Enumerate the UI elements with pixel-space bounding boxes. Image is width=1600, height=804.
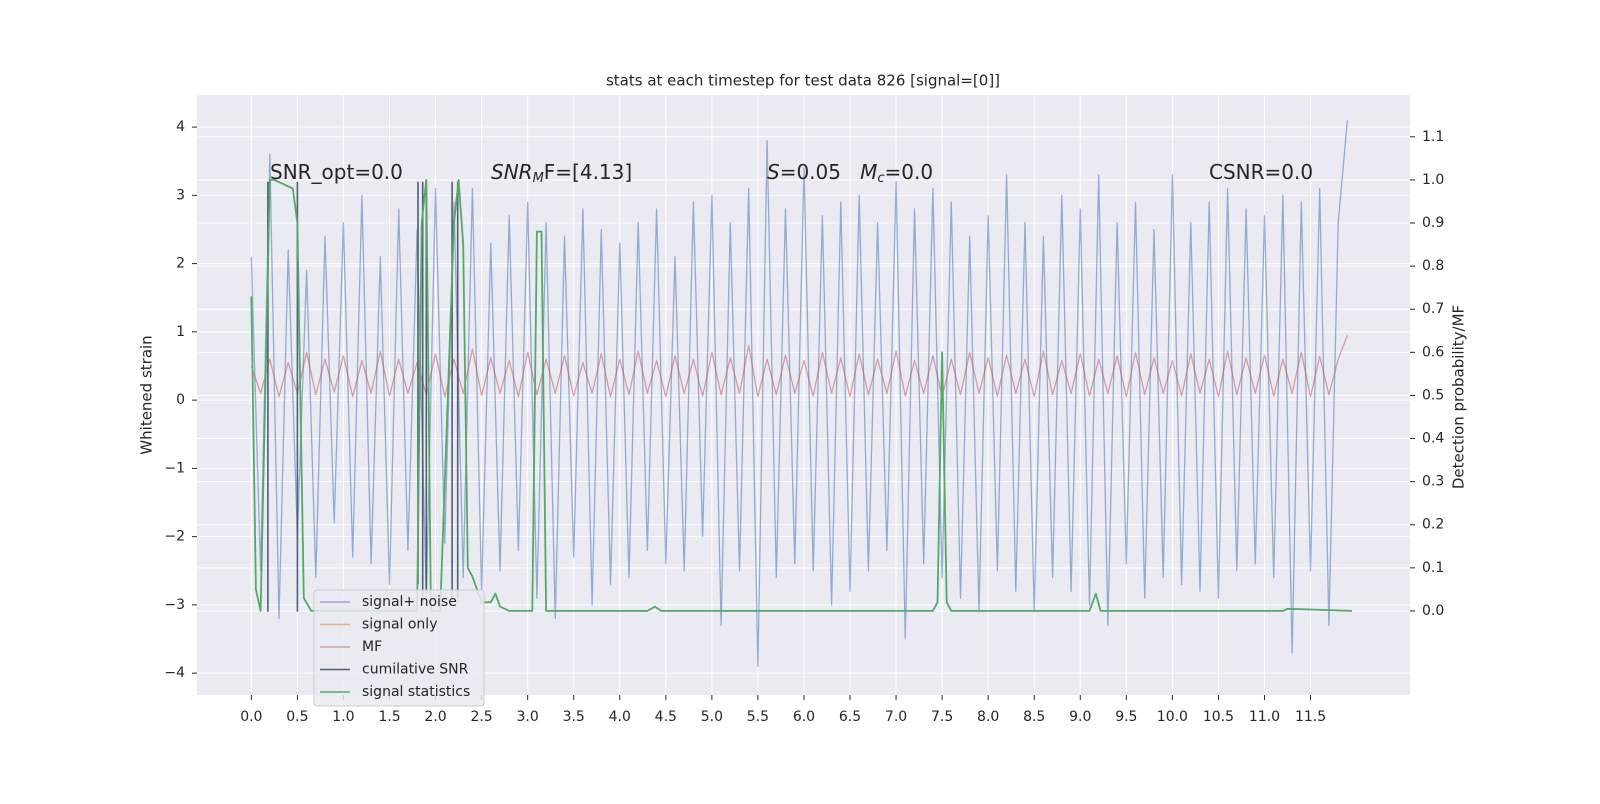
y-tick-label: 2 [176,256,185,272]
y-tick-label: 3 [176,187,185,203]
x-tick-label: 10.0 [1157,709,1188,725]
annotation-part: F=[4.13] [544,160,632,184]
y-tick-label: −3 [164,597,185,613]
legend-box [313,589,485,707]
annotation: SNR_opt=0.0 [270,160,403,184]
y2-tick-label: 0.3 [1422,474,1444,490]
legend-label: signal statistics [362,684,470,700]
annotation-part: M [860,160,877,184]
x-tick-label: 6.0 [793,709,815,725]
series-line [250,120,1349,667]
x-tick-label: 7.5 [931,709,953,725]
x-tick-label: 7.0 [885,709,907,725]
x-tick-label: 8.0 [977,709,999,725]
x-tick-label: 0.5 [286,709,308,725]
x-tick-label: 1.5 [378,709,400,725]
x-tick-label: 5.5 [747,709,769,725]
y2-tick-label: 0.0 [1422,603,1444,619]
y2-tick-label: 0.4 [1422,431,1444,447]
y2-tick-label: 0.9 [1422,215,1444,231]
y2-tick-label: 0.5 [1422,387,1444,403]
legend-label: signal only [362,617,437,633]
legend-label: MF [362,639,382,655]
marks [250,120,1353,667]
annotation-part: c [877,171,884,186]
x-tick-label: 1.0 [332,709,354,725]
y-tick-label: −2 [164,529,185,545]
annotation: SNRMF=[4.13] [491,160,632,186]
annotation: CSNR=0.0 [1209,160,1313,184]
y2-axis-label: Detection probability/MF [1450,305,1468,489]
x-tick-label: 8.5 [1023,709,1045,725]
x-tick-label: 3.5 [563,709,585,725]
x-tick-label: 9.5 [1115,709,1137,725]
x-tick-label: 6.5 [839,709,861,725]
annotation-part: M [533,171,544,186]
y-tick-label: 1 [176,324,185,340]
annotation-part: =0.0 [885,160,934,184]
y2-tick-label: 0.1 [1422,560,1444,576]
x-tick-label: 2.5 [470,709,492,725]
legend-label: cumilative SNR [362,662,469,678]
x-tick-label: 0.0 [240,709,262,725]
y2-tick-label: 1.1 [1422,129,1444,145]
annotations: SNR_opt=0.0 SNRMF=[4.13] S=0.05 Mc=0.0 CSNR… [270,160,1313,186]
chart-title: stats at each timestep for test data 826… [606,72,1000,90]
x-tick-label: 4.0 [609,709,631,725]
y-axis-label: Whitened strain [138,335,156,454]
x-tick-label: 5.0 [701,709,723,725]
series-line [250,179,1353,612]
annotation-part: SNR [491,160,533,184]
y-tick-label: 0 [176,392,185,408]
annotation: S=0.05 Mc=0.0 [767,160,933,186]
annotation-part: CSNR=0.0 [1209,160,1313,184]
x-tick-label: 11.5 [1295,709,1326,725]
y2-tick-label: 0.2 [1422,517,1444,533]
y2-tick-label: 1.0 [1422,172,1444,188]
y-tick-label: −1 [164,460,185,476]
y-tick-label: 4 [176,119,185,135]
legend: signal+ noise signal only MF cumilative SNR… [313,589,485,707]
x-tick-label: 3.0 [517,709,539,725]
y-tick-label: −4 [164,665,185,681]
annotation-part: S [767,160,780,184]
x-tick-label: 11.0 [1249,709,1280,725]
y2-tick-label: 0.8 [1422,258,1444,274]
x-tick-label: 4.5 [655,709,677,725]
annotation-part: =0.05 [780,160,860,184]
y2-tick-label: 0.7 [1422,301,1444,317]
x-tick-label: 9.0 [1069,709,1091,725]
y2-tick-label: 0.6 [1422,344,1444,360]
legend-label: signal+ noise [362,594,457,610]
annotation-part: SNR_opt=0.0 [270,160,403,184]
series-line [267,181,459,612]
x-tick-label: 10.5 [1203,709,1234,725]
x-tick-label: 2.0 [424,709,446,725]
ticks: 0.0 0.5 1.0 1.5 2.0 2.5 3.0 3.5 4.0 4.5 5.0 5.5 6.0 6… [164,119,1444,725]
series-line [250,335,1349,398]
